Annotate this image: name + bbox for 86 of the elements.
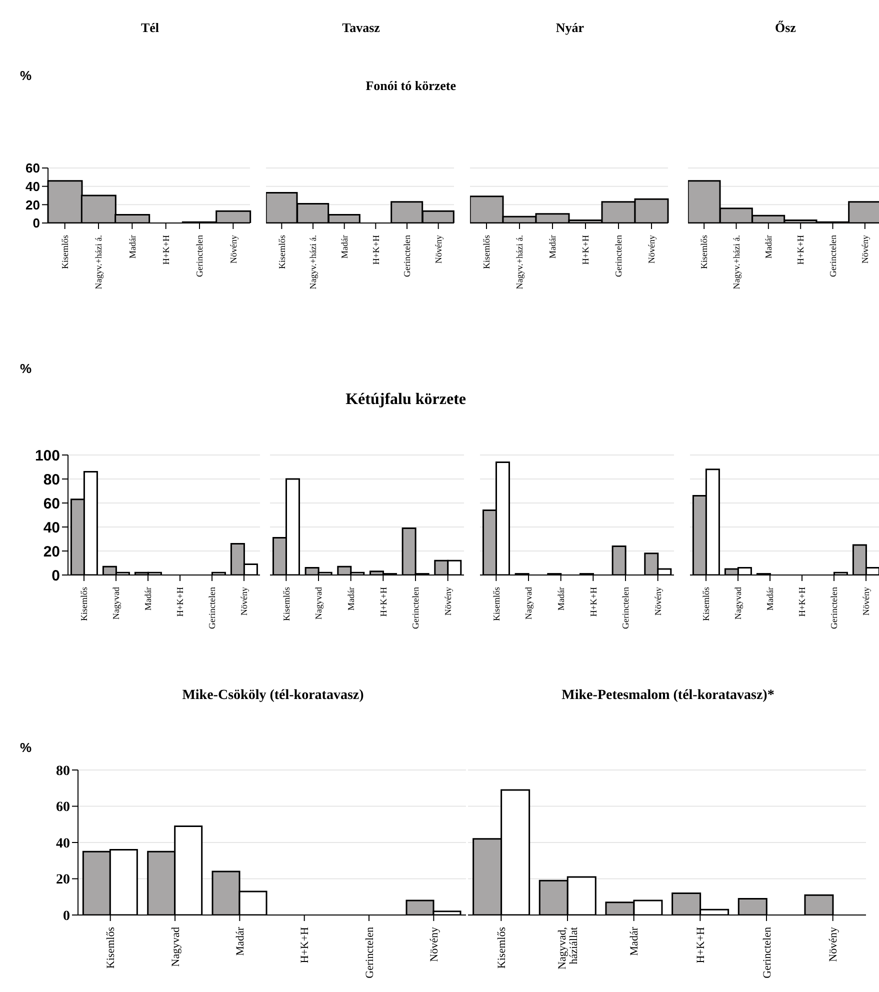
x-tick-label: Nagyv.+házi á.: [308, 235, 318, 290]
chart-title: Ősz: [774, 20, 797, 36]
chart-title: Mike-Csököly (tél-koratavasz): [181, 688, 365, 704]
x-tick-label: Gerinctelen: [402, 234, 412, 277]
y-tick-label: 0: [52, 567, 60, 584]
x-tick-label: Kisemlős: [699, 234, 710, 270]
y-tick-label: 0: [63, 908, 70, 924]
x-tick-label: Növény: [860, 234, 870, 264]
chart-title: Tél: [140, 20, 160, 36]
x-tick-label: Növény: [861, 586, 872, 616]
x-tick-label: Nagyv.+házi á.: [514, 235, 525, 290]
x-tick-label: Növény: [228, 234, 238, 264]
x-tick-label: Madár: [127, 235, 138, 258]
y-axis-title: %: [20, 361, 32, 376]
y-tick-label: 20: [56, 872, 70, 888]
x-tick-label: Gerinctelen: [829, 586, 840, 629]
x-tick-label: Gerinctelen: [761, 926, 774, 978]
x-tick-label: Madár: [764, 235, 774, 258]
x-tick-label: H+K+H: [588, 586, 598, 617]
x-tick-label: Gerinctelen: [364, 926, 376, 978]
x-tick-label: Kisemlős: [496, 927, 508, 969]
x-tick-label: Növény: [646, 234, 657, 264]
x-tick-label: Gerinctelen: [828, 234, 838, 277]
x-tick-label: H+K+H: [175, 586, 186, 617]
x-tick-label: Növény: [239, 586, 250, 616]
y-tick-label: 20: [26, 197, 40, 212]
x-tick-label: Madár: [548, 235, 558, 258]
x-tick-label: Nagyv.+házi á.: [94, 235, 104, 290]
y-tick-label: 60: [43, 495, 60, 512]
chart-subtitle: Kétújfalu körzete: [344, 391, 466, 409]
y-axis-title: %: [20, 68, 32, 83]
x-tick-label: Nagyv.+házi á.: [731, 235, 742, 290]
x-tick-label: Kisemlős: [701, 586, 712, 622]
x-tick-label: Gerinctelen: [614, 234, 624, 277]
x-tick-label: H+K+H: [370, 234, 381, 265]
x-tick-label: Nagyvad, háziállat: [556, 926, 580, 970]
x-tick-label: Nagyvad: [111, 586, 122, 620]
y-tick-label: 20: [43, 543, 60, 560]
chart-title: Mike-Petesmalom (tél-koratavasz)*: [560, 688, 776, 704]
y-tick-label: 100: [34, 447, 60, 464]
x-tick-label: H+K+H: [580, 234, 591, 265]
y-tick-label: 40: [56, 836, 70, 852]
x-tick-label: H+K+H: [299, 926, 312, 964]
x-tick-label: Növény: [652, 586, 663, 616]
x-tick-label: H+K+H: [797, 586, 808, 617]
chart-subtitle: Fonói tó körzete: [364, 78, 456, 94]
x-tick-label: Gerinctelen: [410, 586, 421, 629]
x-tick-label: Kisemlős: [281, 586, 292, 622]
chart-title: Tavasz: [341, 20, 381, 36]
x-tick-label: Kisemlős: [105, 927, 118, 969]
y-tick-label: 80: [56, 764, 70, 779]
x-tick-label: Kisemlős: [491, 586, 502, 622]
x-tick-label: Gerinctelen: [207, 586, 218, 629]
x-tick-label: Növény: [433, 234, 444, 264]
x-tick-label: Kisemlős: [79, 586, 90, 622]
x-tick-label: Madár: [765, 587, 776, 610]
y-tick-label: 40: [26, 178, 40, 194]
y-tick-label: 80: [43, 471, 60, 488]
x-tick-label: Madár: [556, 587, 566, 610]
x-tick-label: Nagyvad: [170, 926, 182, 967]
x-tick-label: Kisemlős: [60, 234, 70, 270]
x-tick-label: H+K+H: [695, 926, 708, 964]
x-tick-label: Madár: [143, 587, 154, 610]
chart-title: Nyár: [554, 20, 586, 36]
y-tick-label: 60: [26, 160, 40, 176]
x-tick-label: H+K+H: [160, 234, 171, 265]
y-axis-title: %: [20, 740, 32, 755]
x-tick-label: Nagyvad: [314, 586, 324, 620]
x-tick-label: H+K+H: [378, 586, 388, 617]
y-tick-label: 0: [32, 216, 40, 231]
x-tick-label: H+K+H: [796, 234, 806, 265]
x-tick-label: Kisemlős: [482, 234, 492, 270]
x-tick-label: Növény: [442, 586, 453, 616]
y-tick-label: 40: [43, 519, 60, 536]
x-tick-label: Nagyvad: [733, 586, 744, 620]
x-tick-label: Gerinctelen: [620, 586, 631, 629]
x-tick-label: Madár: [339, 235, 350, 258]
x-tick-label: Nagyvad: [524, 586, 534, 620]
x-tick-label: Növény: [828, 926, 840, 962]
x-tick-label: Madár: [628, 926, 641, 956]
x-tick-label: Madár: [234, 926, 247, 956]
y-tick-label: 60: [56, 800, 70, 816]
x-tick-label: Gerinctelen: [194, 234, 205, 277]
x-tick-label: Madár: [346, 587, 356, 610]
x-tick-label: Növény: [428, 926, 441, 962]
x-tick-label: Kisemlős: [276, 234, 287, 270]
